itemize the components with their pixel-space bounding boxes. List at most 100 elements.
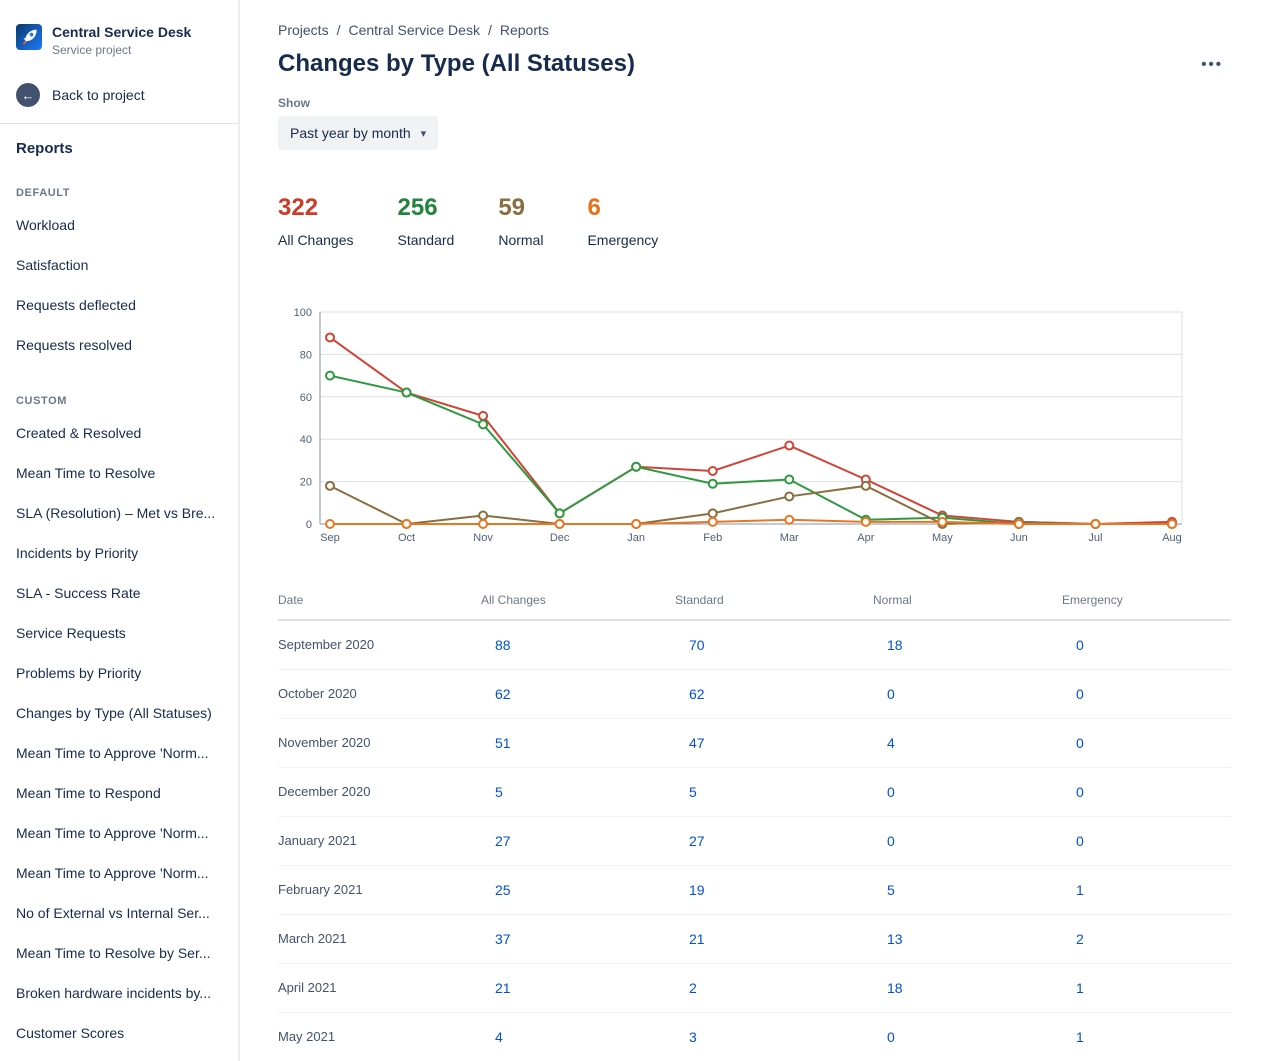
sidebar-item-created-resolved[interactable]: Created & Resolved (16, 425, 142, 441)
sidebar-item-mean-time-to-approve-norm[interactable]: Mean Time to Approve 'Norm... (16, 825, 209, 841)
value-cell-all-changes: 4 (481, 1012, 675, 1061)
sidebar-item-problems-by-priority[interactable]: Problems by Priority (16, 665, 142, 681)
value-link[interactable]: 21 (689, 930, 705, 947)
value-link[interactable]: 62 (689, 685, 705, 702)
value-link[interactable]: 0 (1076, 783, 1084, 800)
date-cell: February 2021 (278, 865, 481, 915)
sidebar-item-mean-time-to-respond[interactable]: Mean Time to Respond (16, 785, 161, 801)
data-point-standard (478, 419, 489, 430)
sidebar-item-requests-resolved[interactable]: Requests resolved (16, 337, 132, 353)
x-tick-label: Jan (627, 532, 645, 544)
value-link[interactable]: 4 (495, 1028, 503, 1045)
value-link[interactable]: 1 (1076, 1028, 1084, 1045)
value-link[interactable]: 2 (689, 979, 697, 996)
sidebar-divider (0, 123, 238, 124)
table-row: September 2020 88 70 18 0 (278, 620, 1231, 670)
column-header-standard: Standard (675, 583, 873, 621)
column-header-all-changes: All Changes (481, 583, 675, 621)
table-body: September 2020 88 70 18 0 October 2020 62 62 0 0 N… (278, 620, 1231, 1061)
value-link[interactable]: 0 (1076, 685, 1084, 702)
breadcrumb-link-central-service-desk[interactable]: Central Service Desk (348, 22, 480, 38)
value-link[interactable]: 4 (887, 734, 895, 751)
value-link[interactable]: 18 (887, 636, 903, 653)
value-cell-normal: 18 (873, 963, 1062, 1013)
sidebar-item-changes-by-type-all-statuses[interactable]: Changes by Type (All Statuses) (16, 705, 212, 721)
value-link[interactable]: 3 (689, 1028, 697, 1045)
sidebar-item-mean-time-to-approve-norm[interactable]: Mean Time to Approve 'Norm... (16, 745, 209, 761)
value-link[interactable]: 1 (1076, 979, 1084, 996)
series-line-standard (329, 374, 1172, 525)
summary-stats: 322 All Changes 256 Standard 59 Normal 6 Emerge… (278, 194, 1231, 248)
sidebar-item-no-of-external-vs-internal-ser[interactable]: No of External vs Internal Ser... (16, 905, 210, 921)
value-link[interactable]: 18 (887, 979, 903, 996)
value-link[interactable]: 70 (689, 636, 705, 653)
value-cell-normal: 13 (873, 914, 1062, 964)
breadcrumb-link-reports[interactable]: Reports (499, 22, 549, 38)
table-row: May 2021 4 3 0 1 (278, 1012, 1231, 1061)
table-header-row: Date All Changes Standard Normal Emergency (278, 583, 1231, 621)
value-link[interactable]: 27 (495, 832, 511, 849)
period-select[interactable]: Past year by month ▾ (278, 116, 439, 150)
sidebar-item-incidents-by-priority[interactable]: Incidents by Priority (16, 545, 139, 561)
reports-heading: Reports (16, 140, 73, 157)
value-link[interactable]: 2 (1076, 930, 1084, 947)
value-link[interactable]: 0 (887, 685, 895, 702)
x-tick-label: Apr (857, 532, 874, 544)
value-cell-all-changes: 5 (481, 767, 675, 817)
project-avatar-icon (16, 24, 42, 50)
value-link[interactable]: 13 (887, 930, 903, 947)
stat-label: All Changes (278, 232, 354, 248)
data-point-emergency (707, 516, 718, 527)
value-link[interactable]: 0 (1076, 636, 1084, 653)
sidebar-item-mean-time-to-approve-norm[interactable]: Mean Time to Approve 'Norm... (16, 865, 209, 881)
value-link[interactable]: 0 (887, 1028, 895, 1045)
value-link[interactable]: 19 (689, 881, 705, 898)
value-link[interactable]: 5 (887, 881, 895, 898)
table-row: March 2021 37 21 13 2 (278, 914, 1231, 964)
value-link[interactable]: 0 (887, 832, 895, 849)
date-cell: April 2021 (278, 963, 481, 1013)
value-cell-emergency: 2 (1062, 914, 1231, 964)
value-link[interactable]: 0 (1076, 734, 1084, 751)
value-link[interactable]: 25 (495, 881, 511, 898)
sidebar-item-broken-hardware-incidents-by[interactable]: Broken hardware incidents by... (16, 985, 212, 1001)
value-link[interactable]: 0 (887, 783, 895, 800)
y-tick-label: 40 (300, 434, 312, 446)
value-link[interactable]: 47 (689, 734, 705, 751)
value-link[interactable]: 5 (495, 783, 503, 800)
value-link[interactable]: 21 (495, 979, 511, 996)
back-to-project-button[interactable]: ← Back to project (0, 83, 238, 107)
sidebar-item-sla-resolution-met-vs-bre[interactable]: SLA (Resolution) – Met vs Bre... (16, 505, 216, 521)
data-point-all-changes (707, 466, 718, 476)
more-options-icon[interactable]: ••• (1193, 52, 1231, 77)
table-row: December 2020 5 5 0 0 (278, 767, 1231, 817)
data-point-standard (325, 370, 335, 381)
sidebar-item-service-requests[interactable]: Service Requests (16, 625, 126, 641)
section-heading-default: DEFAULT (16, 187, 71, 199)
value-link[interactable]: 1 (1076, 881, 1084, 898)
value-link[interactable]: 37 (495, 930, 511, 947)
sidebar-item-customer-scores[interactable]: Customer Scores (16, 1025, 125, 1041)
report-table: Date All Changes Standard Normal Emergency S… (278, 583, 1231, 1061)
value-link[interactable]: 62 (495, 685, 511, 702)
sidebar-item-workload[interactable]: Workload (16, 217, 75, 233)
value-link[interactable]: 5 (689, 783, 697, 800)
breadcrumb: Projects / Central Service Desk / Reports (278, 22, 1231, 38)
value-link[interactable]: 88 (495, 636, 511, 653)
sidebar-item-satisfaction[interactable]: Satisfaction (16, 257, 89, 273)
x-tick-label: Oct (398, 532, 415, 544)
changes-line-chart: 0 20 40 60 80 100 Sep Oct Nov Dec Jan Feb Mar Apr May J… (294, 307, 1183, 544)
value-link[interactable]: 0 (1076, 832, 1084, 849)
project-name: Central Service Desk (52, 24, 192, 40)
sidebar-item-mean-time-to-resolve-by-ser[interactable]: Mean Time to Resolve by Ser... (16, 945, 211, 961)
sidebar-item-sla-success-rate[interactable]: SLA - Success Rate (16, 585, 141, 601)
x-tick-label: Jul (1088, 532, 1102, 544)
value-link[interactable]: 27 (689, 832, 705, 849)
breadcrumb-link-projects[interactable]: Projects (278, 22, 329, 38)
value-cell-normal: 18 (873, 620, 1062, 670)
table-row: February 2021 25 19 5 1 (278, 865, 1231, 915)
value-link[interactable]: 51 (495, 734, 511, 751)
sidebar-item-mean-time-to-resolve[interactable]: Mean Time to Resolve (16, 465, 156, 481)
value-cell-standard: 21 (675, 914, 873, 964)
sidebar-item-requests-deflected[interactable]: Requests deflected (16, 297, 136, 313)
